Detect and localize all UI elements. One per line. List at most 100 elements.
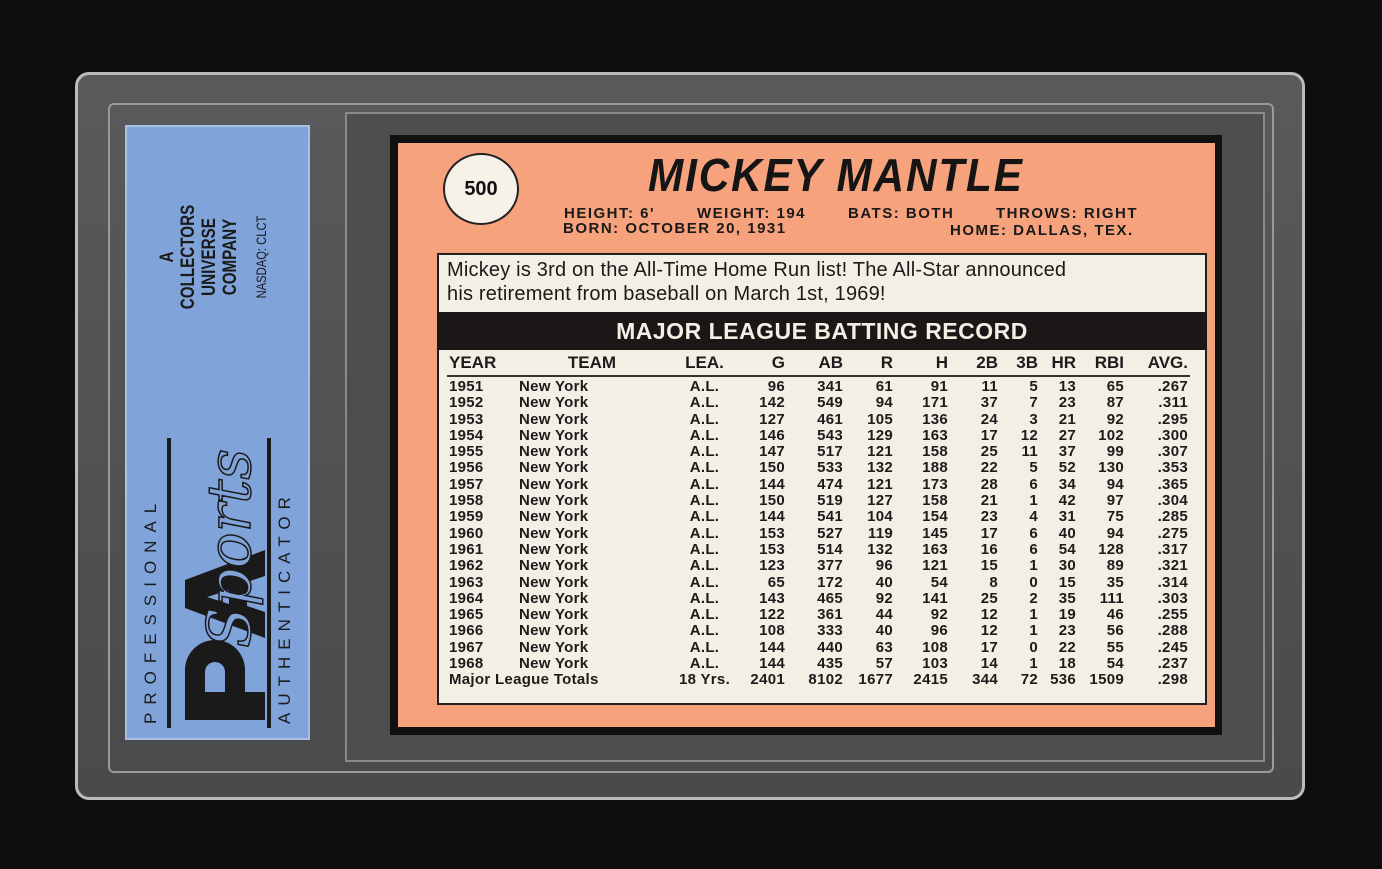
table-cell: 108: [759, 622, 785, 640]
table-cell: 103: [922, 655, 948, 673]
grading-label: PROFESSIONAL Sports AUTHENTICATOR A COLL…: [125, 125, 310, 740]
table-cell: .237: [1157, 655, 1188, 673]
table-cell: A.L.: [689, 475, 720, 493]
table-cell: 18: [1058, 655, 1076, 673]
table-cell: 1957: [449, 475, 484, 493]
label-company-line: COMPANY: [220, 218, 241, 296]
table-cell: 144: [759, 475, 785, 493]
table-cell: 1: [1029, 622, 1038, 640]
table-cell: 94: [875, 394, 893, 412]
table-cell: New York: [519, 394, 589, 412]
table-cell: 127: [759, 410, 785, 428]
table-cell: 16: [980, 540, 998, 558]
table-cell: .285: [1157, 508, 1188, 526]
table-cell: New York: [519, 492, 589, 510]
table-row: 1951 New York A.L. 96 341 61 91 11 5 13 65 .267: [447, 376, 1190, 395]
table-cell: 5: [1029, 459, 1038, 477]
table-cell: 17: [980, 524, 998, 542]
table-cell: New York: [519, 524, 589, 542]
table-cell: .317: [1157, 540, 1188, 558]
table-cell: 0: [1029, 638, 1038, 656]
table-cell: A.L.: [689, 459, 720, 477]
table-row: 1958 New York A.L. 150 519 127 158 21 1 42 97 .304: [447, 492, 1190, 510]
label-company-line: UNIVERSE: [199, 218, 220, 296]
table-cell: A.L.: [689, 557, 720, 575]
table-cell: 55: [1106, 638, 1124, 656]
blurb-line: Mickey is 3rd on the All-Time Home Run l…: [447, 259, 1067, 281]
totals-cell: 72: [1020, 671, 1038, 689]
table-cell: 142: [759, 394, 785, 412]
table-cell: 5: [1029, 378, 1038, 395]
table-cell: 27: [1058, 426, 1076, 444]
table-cell: 1956: [449, 459, 484, 477]
table-row: 1954 New York A.L. 146 543 129 163 17 12 27 102 .30…: [447, 426, 1190, 444]
table-row: 1967 New York A.L. 144 440 63 108 17 0 22 55 .245: [447, 638, 1190, 656]
table-cell: A.L.: [689, 443, 720, 461]
svg-text:Sports: Sports: [195, 449, 265, 648]
table-cell: 57: [875, 655, 893, 673]
table-cell: 435: [817, 655, 843, 673]
table-cell: 37: [1058, 443, 1076, 461]
table-cell: 1: [1029, 492, 1038, 510]
table-cell: 465: [817, 589, 843, 607]
table-row: 1961 New York A.L. 153 514 132 163 16 6 54 128 .317: [447, 540, 1190, 558]
table-cell: 541: [817, 508, 843, 526]
table-cell: 21: [1058, 410, 1076, 428]
table-cell: 188: [922, 459, 948, 477]
totals-row: Major League Totals 18 Yrs. 2401 8102 1677 24…: [447, 671, 1190, 689]
table-cell: 150: [759, 459, 785, 477]
table-cell: New York: [519, 606, 589, 624]
bio-weight: WEIGHT: 194: [697, 205, 807, 222]
table-cell: 97: [1106, 492, 1124, 510]
blurb-line: his retirement from baseball on March 1s…: [447, 283, 886, 305]
table-cell: 25: [980, 443, 998, 461]
column-header: RBI: [1078, 350, 1126, 377]
table-cell: 8: [989, 573, 998, 591]
table-cell: 6: [1029, 540, 1038, 558]
table-cell: 1965: [449, 606, 484, 624]
totals-cell: .298: [1157, 671, 1188, 689]
bio-bats: BATS: BOTH: [848, 205, 955, 222]
table-cell: 474: [817, 475, 843, 493]
table-cell: 543: [817, 426, 843, 444]
table-cell: 35: [1106, 573, 1124, 591]
table-cell: A.L.: [689, 622, 720, 640]
column-header: AB: [787, 350, 845, 377]
table-cell: 6: [1029, 475, 1038, 493]
table-cell: 1951: [449, 378, 484, 395]
totals-cell: 536: [1050, 671, 1076, 689]
label-company-block: A COLLECTORS UNIVERSE COMPANY NASDAQ: CL…: [157, 165, 272, 349]
totals-cell: 344: [972, 671, 998, 689]
column-header: YEAR: [447, 350, 507, 377]
table-cell: .314: [1157, 573, 1188, 591]
table-row: 1956 New York A.L. 150 533 132 188 22 5 52 130 .353: [447, 459, 1190, 477]
table-cell: 11: [981, 378, 998, 395]
bio-home: HOME: DALLAS, TEX.: [950, 222, 1134, 239]
table-cell: 2: [1029, 589, 1038, 607]
table-cell: 17: [980, 426, 998, 444]
table-row: 1962 New York A.L. 123 377 96 121 15 1 30 89 .321: [447, 557, 1190, 575]
table-cell: 54: [930, 573, 948, 591]
table-row: 1964 New York A.L. 143 465 92 141 25 2 35 111 .303: [447, 589, 1190, 607]
table-cell: 158: [922, 443, 948, 461]
table-cell: 56: [1106, 622, 1124, 640]
bio-height: HEIGHT: 6': [564, 205, 656, 222]
table-row: 1952 New York A.L. 142 549 94 171 37 7 23 87 .311: [447, 394, 1190, 412]
table-cell: 40: [875, 622, 893, 640]
label-company-line: COLLECTORS: [178, 204, 199, 310]
table-cell: 129: [867, 426, 893, 444]
table-cell: .365: [1157, 475, 1188, 493]
table-cell: 89: [1106, 557, 1124, 575]
table-cell: New York: [519, 557, 589, 575]
table-cell: 127: [867, 492, 893, 510]
table-cell: 96: [875, 557, 893, 575]
table-cell: New York: [519, 443, 589, 461]
table-cell: 123: [759, 557, 785, 575]
table-cell: 111: [1099, 589, 1124, 607]
table-cell: .295: [1157, 410, 1188, 428]
table-cell: A.L.: [689, 573, 720, 591]
batting-record-table: YEAR TEAM LEA. G AB R H 2B 3B HR RBI AVG. 1951 New Y…: [447, 350, 1190, 689]
totals-cell: 2415: [913, 671, 948, 689]
table-cell: 13: [1058, 378, 1076, 395]
column-header: LEA.: [677, 350, 732, 377]
